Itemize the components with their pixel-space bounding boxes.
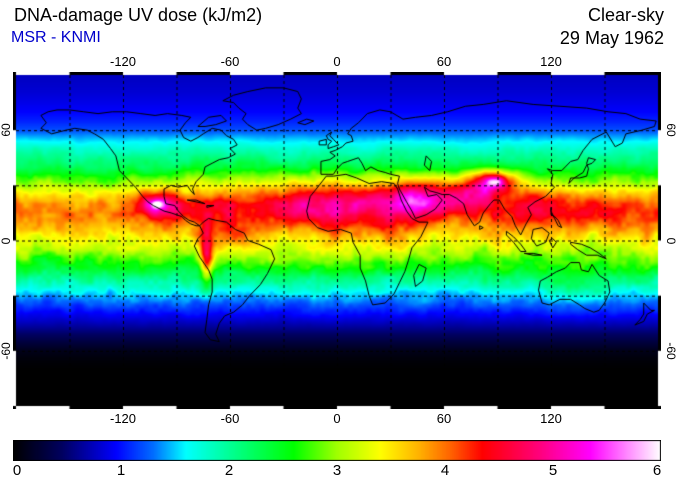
colorbar bbox=[13, 440, 661, 461]
bottom-lon-tick-label: -60 bbox=[220, 411, 240, 426]
page-subtitle: MSR - KNMI bbox=[11, 29, 101, 46]
colorbar-tick-label: 6 bbox=[652, 462, 662, 479]
top-lon-tick-label: 120 bbox=[540, 54, 562, 69]
date-label: 29 May 1962 bbox=[559, 28, 664, 48]
world-uv-heatmap bbox=[13, 72, 661, 409]
colorbar-tick-label: 2 bbox=[224, 462, 234, 479]
top-lon-tick-label: 60 bbox=[436, 54, 452, 69]
left-lat-tick-label: 60 bbox=[0, 123, 13, 137]
right-lat-tick-label: 60 bbox=[664, 123, 678, 137]
colorbar-tick-label: 1 bbox=[116, 462, 126, 479]
left-lat-tick-label: 0 bbox=[0, 237, 13, 244]
top-lon-tick-label: 0 bbox=[333, 54, 341, 69]
bottom-lon-tick-label: 120 bbox=[540, 411, 562, 426]
bottom-lon-tick-label: 0 bbox=[333, 411, 341, 426]
condition-label: Clear-sky bbox=[587, 5, 664, 25]
top-lon-tick-label: -120 bbox=[109, 54, 137, 69]
colorbar-tick-label: 0 bbox=[12, 462, 22, 479]
page-title: DNA-damage UV dose (kJ/m2) bbox=[14, 5, 263, 25]
colorbar-tick-label: 5 bbox=[548, 462, 558, 479]
bottom-lon-tick-label: -120 bbox=[109, 411, 137, 426]
right-lat-tick-label: -60 bbox=[664, 342, 678, 360]
left-lat-tick-label: -60 bbox=[0, 342, 13, 360]
colorbar-tick-label: 4 bbox=[440, 462, 450, 479]
colorbar-tick-label: 3 bbox=[332, 462, 342, 479]
bottom-lon-tick-label: 60 bbox=[436, 411, 452, 426]
right-lat-tick-label: 0 bbox=[664, 237, 678, 244]
top-lon-tick-label: -60 bbox=[220, 54, 240, 69]
